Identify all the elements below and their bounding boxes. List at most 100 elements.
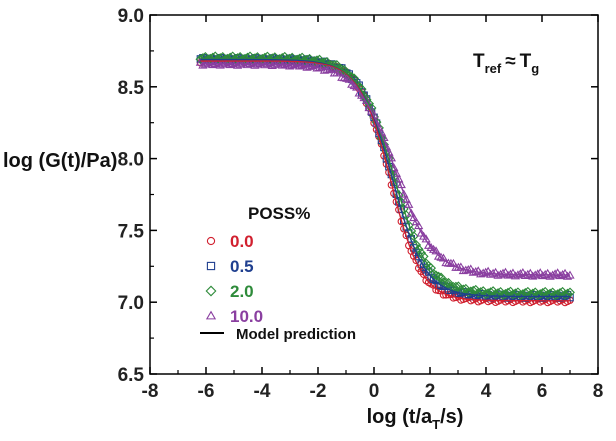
series-2.0-point xyxy=(413,244,424,255)
x-tick-label: 0 xyxy=(369,381,380,402)
legend-marker-0.5 xyxy=(206,261,216,271)
legend-title: POSS% xyxy=(248,204,310,223)
y-tick-label: 9.0 xyxy=(118,6,144,27)
model-line-0.0 xyxy=(200,60,570,302)
x-axis-title-tail: /s) xyxy=(440,406,463,428)
legend-label-2.0: 2.0 xyxy=(230,282,254,301)
series-2.0-point xyxy=(527,288,538,299)
series-10.0-point xyxy=(448,258,459,267)
legend-entry-0.5: 0.5 xyxy=(206,257,254,276)
x-axis-title: log (t/aT/s) xyxy=(367,406,464,432)
series-10.0-point xyxy=(272,58,282,67)
series-2.0-point xyxy=(416,248,427,258)
x-tick-label: -8 xyxy=(142,381,159,402)
series-10.0-point xyxy=(562,271,573,280)
y-axis-title: log (G(t)/Pa) xyxy=(3,150,117,172)
series-10.0-point xyxy=(391,168,401,177)
tref-sub: ref xyxy=(485,61,502,76)
series-10.0-point xyxy=(317,62,327,71)
series-10.0-point xyxy=(473,266,483,275)
legend-label-0.0: 0.0 xyxy=(230,232,254,251)
series-10.0-point xyxy=(466,264,476,273)
series-2.0-point xyxy=(428,268,439,279)
legend-entries: 0.0 0.5 2.0 10.0 xyxy=(205,232,263,326)
x-tick-label: -4 xyxy=(254,381,271,402)
series-2.0-point xyxy=(562,288,573,299)
series-2.0-point xyxy=(431,270,441,281)
legend-marker-10.0 xyxy=(205,310,217,320)
model-line-10.0 xyxy=(200,63,570,276)
series-10.0-point xyxy=(290,59,300,68)
series-2.0-point xyxy=(545,288,556,299)
series-2.0-point xyxy=(493,288,504,298)
series-10.0-point xyxy=(255,58,265,67)
series-2.0-point xyxy=(411,240,422,250)
tref-approx: ≈ xyxy=(505,51,516,72)
series-10.0-point xyxy=(456,262,466,271)
model-line-2.0 xyxy=(200,57,570,295)
series-10.0-point xyxy=(389,163,399,172)
series-2.0-point xyxy=(460,283,471,294)
model-lines-layer xyxy=(200,57,570,302)
legend-label-0.5: 0.5 xyxy=(230,257,254,276)
series-2.0-point xyxy=(443,277,454,288)
series-10.0-point xyxy=(307,60,317,70)
series-2.0-point xyxy=(453,281,464,292)
series-2.0-point xyxy=(510,288,521,299)
series-10.0-point xyxy=(327,64,337,73)
legend-marker-2.0 xyxy=(205,285,217,297)
legend-model-label: Model prediction xyxy=(236,326,356,343)
series-2.0-point xyxy=(552,289,563,300)
series-10.0-point xyxy=(550,269,560,278)
series-10.0-point xyxy=(220,58,230,67)
series-2.0-point xyxy=(555,288,566,298)
y-tick-label: 8.0 xyxy=(118,150,144,171)
series-10.0-point xyxy=(409,213,419,222)
series-10.0-point xyxy=(515,269,526,278)
series-10.0-point xyxy=(498,268,508,277)
series-2.0-point xyxy=(445,282,456,292)
x-tick-label: 8 xyxy=(593,381,604,402)
x-tick-label: -6 xyxy=(198,381,215,402)
series-10.0-point xyxy=(406,208,416,217)
series-2.0-point xyxy=(408,231,419,242)
tg-t: T xyxy=(520,51,532,72)
y-tick-label: 8.5 xyxy=(118,78,145,99)
tref-t: T xyxy=(473,51,485,72)
series-2.0-point xyxy=(535,289,546,300)
legend-entry-10.0: 10.0 xyxy=(205,307,263,326)
model-line-0.5 xyxy=(200,58,570,298)
series-10.0-point xyxy=(463,264,473,274)
y-tick-label: 7.0 xyxy=(118,293,144,314)
series-10.0-point xyxy=(411,217,421,226)
y-tick-label: 7.5 xyxy=(118,221,145,242)
legend: POSS% 0.0 0.5 2.0 10.0 Model prediction xyxy=(200,204,356,343)
series-2.0-point xyxy=(475,287,486,297)
series-10.0-point xyxy=(237,58,248,67)
legend-label-10.0: 10.0 xyxy=(230,307,263,326)
x-tick-label: 4 xyxy=(481,381,492,402)
series-2.0-point xyxy=(517,289,528,299)
legend-entry-2.0: 2.0 xyxy=(205,282,254,301)
x-axis-title-main: log (t/a xyxy=(367,406,433,428)
x-axis-title-sub: T xyxy=(432,417,440,432)
series-10.0-point xyxy=(401,194,411,203)
series-0.0-point xyxy=(434,286,443,295)
series-0.0-point xyxy=(419,270,428,278)
series-10.0-point xyxy=(334,68,344,77)
series-10.0-point xyxy=(203,58,213,67)
series-10.0-point xyxy=(399,189,409,198)
tref-annotation: Tref ≈ Tg xyxy=(473,51,539,76)
ticks-layer: -8 -6 -4 -2 0 2 4 6 8 6.5 7.0 7.5 8.0 8.5 9.0 xyxy=(118,6,604,402)
series-10.0-point xyxy=(481,267,491,276)
tg-sub: g xyxy=(531,61,539,76)
series-2.0-point xyxy=(537,288,548,298)
legend-marker-0.0 xyxy=(206,236,216,246)
series-10.0-point xyxy=(309,60,320,69)
series-2.0-point xyxy=(450,281,461,292)
series-10.0-point xyxy=(436,252,446,261)
series-2.0-point xyxy=(500,288,511,299)
series-10.0-point xyxy=(339,73,349,82)
x-tick-label: -2 xyxy=(310,381,327,402)
